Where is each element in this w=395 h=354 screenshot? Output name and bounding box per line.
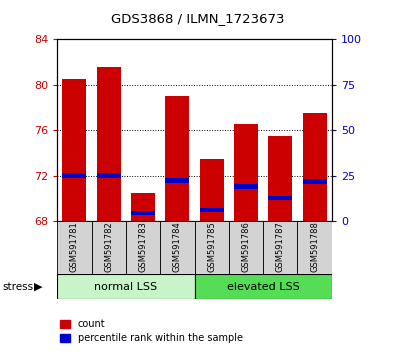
Bar bbox=[57, 274, 195, 299]
Legend: count, percentile rank within the sample: count, percentile rank within the sample bbox=[60, 319, 243, 343]
Bar bbox=[195, 274, 332, 299]
Text: ▶: ▶ bbox=[34, 282, 43, 292]
Bar bbox=[303, 113, 327, 221]
Bar bbox=[92, 221, 126, 274]
Bar bbox=[160, 221, 195, 274]
Text: GDS3868 / ILMN_1723673: GDS3868 / ILMN_1723673 bbox=[111, 12, 284, 25]
Text: GSM591784: GSM591784 bbox=[173, 221, 182, 272]
Text: GSM591783: GSM591783 bbox=[139, 221, 148, 272]
Bar bbox=[268, 196, 292, 200]
Bar bbox=[131, 211, 155, 215]
Bar bbox=[263, 221, 297, 274]
Text: GSM591788: GSM591788 bbox=[310, 221, 319, 272]
Bar bbox=[97, 173, 121, 178]
Text: normal LSS: normal LSS bbox=[94, 282, 158, 292]
Bar bbox=[166, 178, 189, 183]
Bar bbox=[229, 221, 263, 274]
Bar bbox=[126, 221, 160, 274]
Bar bbox=[57, 221, 92, 274]
Text: GSM591781: GSM591781 bbox=[70, 221, 79, 272]
Text: GSM591786: GSM591786 bbox=[241, 221, 250, 272]
Bar bbox=[200, 159, 224, 221]
Text: GSM591787: GSM591787 bbox=[276, 221, 285, 272]
Bar bbox=[62, 79, 87, 221]
Bar bbox=[234, 124, 258, 221]
Bar bbox=[297, 221, 332, 274]
Bar bbox=[131, 193, 155, 221]
Text: GSM591782: GSM591782 bbox=[104, 221, 113, 272]
Bar bbox=[195, 221, 229, 274]
Bar bbox=[268, 136, 292, 221]
Bar bbox=[303, 179, 327, 184]
Bar bbox=[62, 173, 87, 178]
Bar bbox=[97, 67, 121, 221]
Text: elevated LSS: elevated LSS bbox=[227, 282, 299, 292]
Bar bbox=[166, 96, 189, 221]
Text: GSM591785: GSM591785 bbox=[207, 221, 216, 272]
Text: stress: stress bbox=[2, 282, 33, 292]
Bar bbox=[200, 207, 224, 212]
Bar bbox=[234, 184, 258, 189]
